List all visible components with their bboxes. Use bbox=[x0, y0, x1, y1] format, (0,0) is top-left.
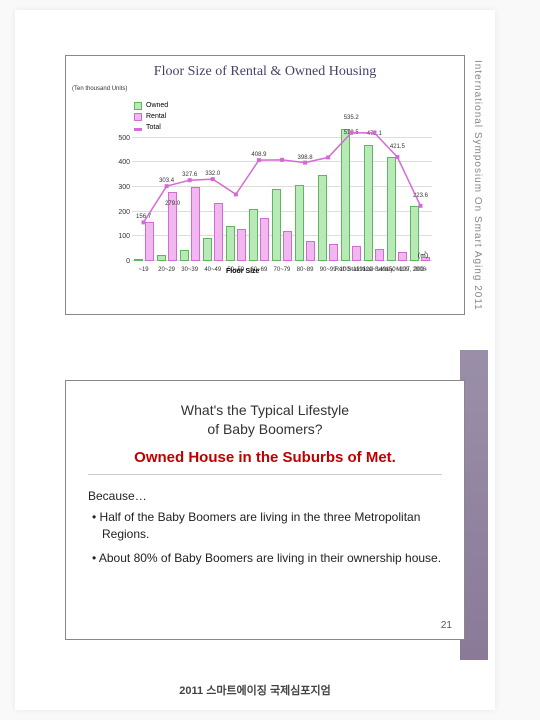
y-tick: 400 bbox=[114, 159, 130, 166]
bar-owned bbox=[295, 185, 304, 261]
text-slide: What's the Typical Lifestyle of Baby Boo… bbox=[65, 380, 465, 640]
chart-area: 0100200300400500 ~1920~2930~3940~4950~59… bbox=[96, 94, 436, 279]
page-number: 21 bbox=[441, 620, 452, 631]
footer-text: 2011 스마트에이징 국제심포지엄 bbox=[15, 682, 495, 698]
bar-rental bbox=[145, 222, 154, 261]
y-tick: 0 bbox=[114, 258, 130, 265]
y-axis-label: (Ten thousand Units) bbox=[72, 86, 127, 92]
bar-rental bbox=[191, 187, 200, 261]
value-label: 156.7 bbox=[129, 214, 159, 220]
bar-owned bbox=[134, 259, 143, 261]
bars-region: ~1920~2930~3940~4950~5960~6970~7980~8990… bbox=[132, 113, 432, 261]
value-label: 303.4 bbox=[152, 178, 182, 184]
value-label: 421.5 bbox=[382, 144, 412, 150]
page: International Symposium On Smart Aging 2… bbox=[15, 10, 495, 710]
because-label: Because… bbox=[88, 489, 442, 503]
bar-rental bbox=[260, 218, 269, 261]
value-label: 535.2 bbox=[336, 115, 366, 121]
lifestyle-question: What's the Typical Lifestyle of Baby Boo… bbox=[88, 401, 442, 439]
chart-title: Floor Size of Rental & Owned Housing bbox=[66, 56, 464, 80]
question-line2: of Baby Boomers? bbox=[207, 421, 322, 437]
chart-slide: Floor Size of Rental & Owned Housing (Te… bbox=[65, 55, 465, 315]
value-label: 398.8 bbox=[290, 155, 320, 161]
bar-rental bbox=[306, 241, 315, 261]
value-label: 472.1 bbox=[359, 131, 389, 137]
bar-rental bbox=[329, 244, 338, 261]
value-label: 332.0 bbox=[198, 171, 228, 177]
bar-rental bbox=[375, 249, 384, 261]
bar-owned bbox=[318, 175, 327, 261]
bar-owned bbox=[226, 226, 235, 261]
lifestyle-answer: Owned House in the Suburbs of Met. bbox=[88, 449, 442, 466]
bar-owned bbox=[341, 129, 350, 261]
bullet-item: • About 80% of Baby Boomers are living i… bbox=[88, 550, 442, 567]
bar-owned bbox=[180, 250, 189, 261]
chart-unit: (㎡) bbox=[418, 250, 428, 259]
side-title: International Symposium On Smart Aging 2… bbox=[463, 60, 483, 340]
chart-source: Ref: Statistical Survey, MLIT, 2008 bbox=[335, 267, 426, 273]
bullet-item: • Half of the Baby Boomers are living in… bbox=[88, 509, 442, 544]
divider bbox=[88, 474, 442, 475]
bar-rental bbox=[283, 231, 292, 261]
y-tick: 500 bbox=[114, 135, 130, 142]
bar-owned bbox=[364, 145, 373, 261]
y-tick: 100 bbox=[114, 233, 130, 240]
bar-rental bbox=[214, 203, 223, 261]
bar-rental bbox=[352, 246, 361, 261]
bar-owned bbox=[157, 255, 166, 261]
bar-rental bbox=[398, 252, 407, 261]
y-tick: 300 bbox=[114, 184, 130, 191]
bar-owned bbox=[203, 238, 212, 261]
value-label: 223.6 bbox=[405, 193, 435, 199]
value-label: 408.9 bbox=[244, 152, 274, 158]
question-line1: What's the Typical Lifestyle bbox=[181, 402, 349, 418]
bar-owned bbox=[387, 157, 396, 261]
bar-rental bbox=[237, 229, 246, 261]
x-axis-title: Floor Size bbox=[226, 268, 259, 275]
bar-owned bbox=[249, 209, 258, 261]
value-label: 279.0 bbox=[158, 201, 188, 207]
bar-owned bbox=[272, 189, 281, 261]
